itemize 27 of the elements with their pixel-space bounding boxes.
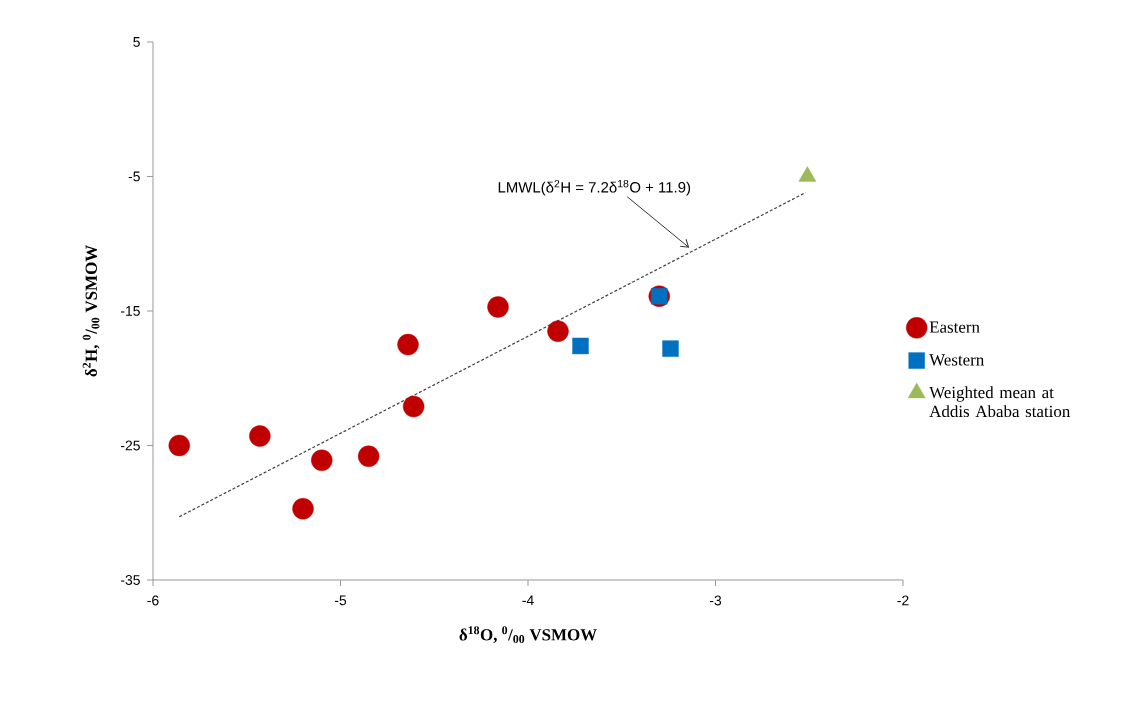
y-tick-label: -5 xyxy=(128,171,140,182)
legend-label: Weighted mean at Addis Ababa station xyxy=(929,386,1071,418)
x-tick-label: -6 xyxy=(147,595,159,606)
legend-label: Eastern xyxy=(929,321,980,333)
y-tick-label: -25 xyxy=(120,440,140,451)
y-tick-label: 5 xyxy=(133,37,140,47)
annotation: LMWL(δ$^{2}$H = 7.2δ$^{18}$O + 11.9) xyxy=(498,179,691,196)
point xyxy=(662,340,679,357)
point xyxy=(397,333,419,356)
point xyxy=(311,449,333,471)
x-tick-label: -5 xyxy=(334,595,347,606)
text: δ$^{18}$O, $^{0}$/$_{00}$ VSMOW xyxy=(459,626,597,644)
text: δ$^{2}$H, $^{0}$/$_{00}$ VSMOW xyxy=(82,245,100,377)
point xyxy=(168,434,190,457)
point xyxy=(249,425,271,447)
point xyxy=(572,337,589,355)
point xyxy=(487,296,509,318)
x-tick-label: -4 xyxy=(522,595,534,606)
point xyxy=(357,445,380,467)
point xyxy=(402,395,425,418)
point xyxy=(547,320,569,342)
y-tick-label: -15 xyxy=(120,306,140,316)
x-tick-label: -3 xyxy=(709,595,722,606)
point xyxy=(292,498,314,520)
legend-label: Western xyxy=(929,354,985,366)
y-tick-label: -35 xyxy=(120,575,140,585)
x-tick-label: -2 xyxy=(897,595,909,606)
